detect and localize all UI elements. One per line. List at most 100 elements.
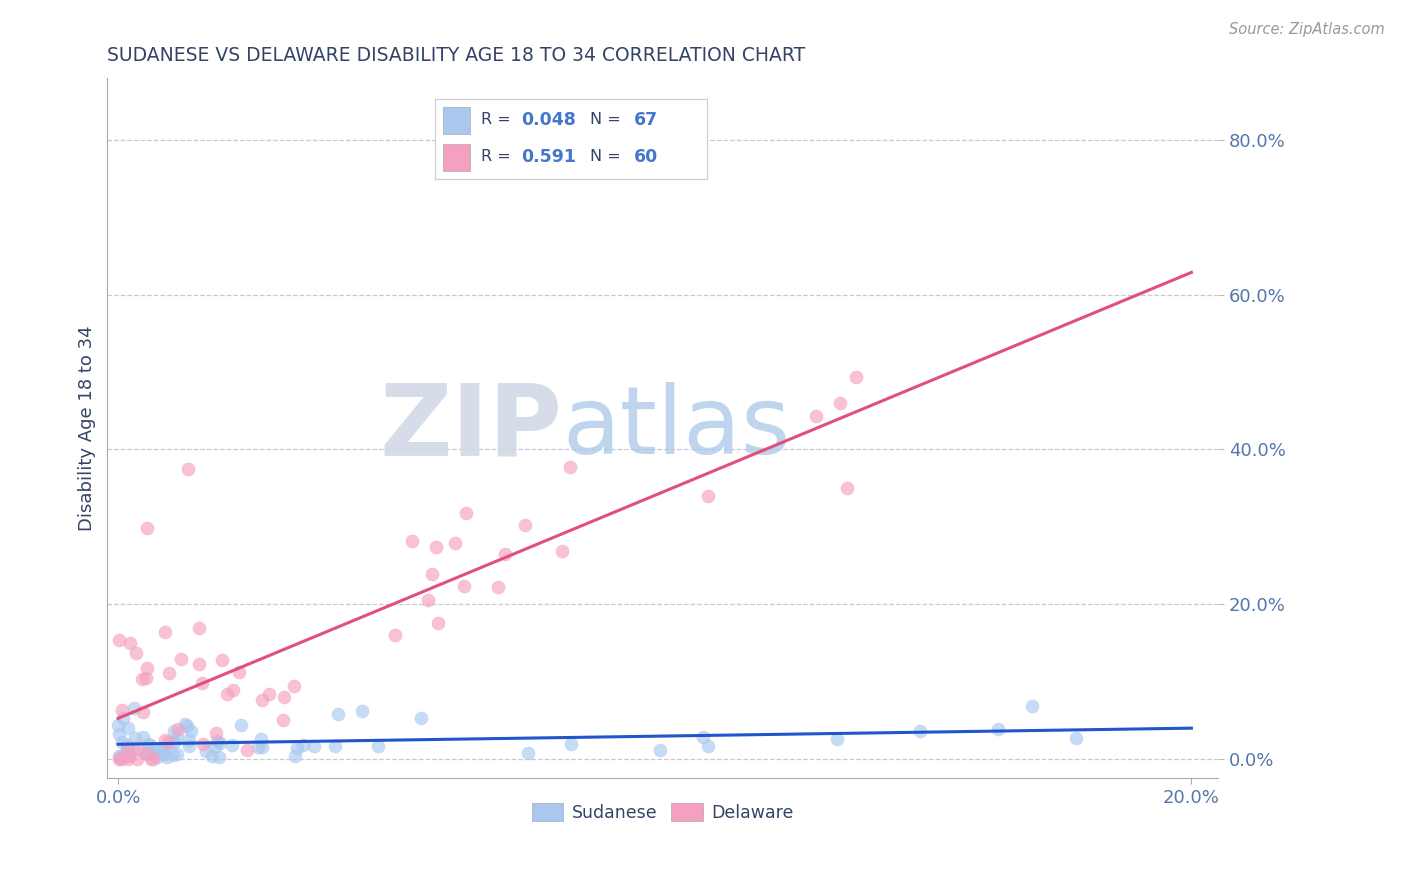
Y-axis label: Disability Age 18 to 34: Disability Age 18 to 34 <box>79 326 96 531</box>
Point <box>108 748 131 763</box>
Point <box>131 672 153 686</box>
Point <box>111 711 134 725</box>
Point <box>384 628 406 642</box>
Point <box>146 745 169 759</box>
Point <box>179 733 201 747</box>
Point <box>157 666 180 681</box>
Point <box>139 738 162 752</box>
Point <box>135 661 157 675</box>
Point <box>304 739 326 753</box>
Point <box>205 726 228 740</box>
Point <box>211 653 233 667</box>
Point <box>516 746 538 760</box>
Point <box>170 652 193 666</box>
Point <box>156 735 179 749</box>
Point <box>204 740 226 755</box>
Point <box>174 717 197 731</box>
Point <box>427 616 450 631</box>
Point <box>115 742 138 756</box>
Point <box>139 752 162 766</box>
Point <box>111 703 134 717</box>
Point <box>486 580 509 594</box>
Point <box>409 711 432 725</box>
Point <box>143 742 166 756</box>
Point <box>515 517 537 532</box>
Point <box>179 739 201 753</box>
Point <box>283 679 305 693</box>
Point <box>162 736 184 750</box>
Point <box>166 729 188 743</box>
Point <box>187 657 209 671</box>
Point <box>162 747 184 762</box>
Point <box>208 736 231 750</box>
Point <box>132 705 155 719</box>
Text: ZIP: ZIP <box>380 380 562 476</box>
Point <box>132 731 155 745</box>
Point <box>1021 699 1043 714</box>
Point <box>195 744 218 758</box>
Point <box>108 752 131 766</box>
Point <box>987 722 1010 736</box>
Point <box>367 739 389 753</box>
Point <box>108 727 131 741</box>
Point <box>326 706 349 721</box>
Point <box>124 701 146 715</box>
Point <box>287 741 309 756</box>
Point <box>127 742 149 756</box>
Point <box>122 741 145 756</box>
Point <box>110 752 132 766</box>
Point <box>246 740 269 755</box>
Point <box>153 747 176 761</box>
Point <box>136 737 159 751</box>
Point <box>908 723 931 738</box>
Point <box>117 752 139 766</box>
Point <box>284 749 307 764</box>
Point <box>650 742 672 756</box>
Point <box>250 740 273 755</box>
Point <box>273 690 295 704</box>
Point <box>221 739 243 753</box>
Point <box>215 687 238 701</box>
Point <box>845 370 868 384</box>
Point <box>117 721 139 735</box>
Point <box>1064 731 1087 745</box>
Point <box>804 409 827 423</box>
Point <box>117 748 139 763</box>
Point <box>425 541 447 555</box>
Point <box>142 752 165 766</box>
Point <box>828 396 851 410</box>
Point <box>825 732 848 747</box>
Point <box>205 734 228 748</box>
Point <box>250 732 273 747</box>
Point <box>696 489 718 503</box>
Point <box>454 506 477 520</box>
Point <box>134 746 156 760</box>
Point <box>125 752 148 766</box>
Point <box>201 749 224 764</box>
Point <box>250 692 273 706</box>
Point <box>152 747 174 762</box>
Point <box>551 544 574 558</box>
Point <box>135 671 157 685</box>
Point <box>125 646 148 660</box>
Legend: Sudanese, Delaware: Sudanese, Delaware <box>524 797 800 829</box>
Point <box>107 717 129 731</box>
Point <box>155 624 177 639</box>
Point <box>135 746 157 760</box>
Point <box>696 739 718 753</box>
Text: SUDANESE VS DELAWARE DISABILITY AGE 18 TO 34 CORRELATION CHART: SUDANESE VS DELAWARE DISABILITY AGE 18 T… <box>107 46 806 65</box>
Point <box>271 714 294 728</box>
Point <box>152 741 174 756</box>
Point <box>115 738 138 752</box>
Point <box>135 521 157 535</box>
Point <box>352 704 374 718</box>
Point <box>163 724 186 739</box>
Point <box>207 749 229 764</box>
Point <box>118 636 141 650</box>
Point <box>420 566 443 581</box>
Point <box>153 733 176 747</box>
Point <box>323 739 346 753</box>
Point <box>166 747 188 762</box>
Point <box>222 683 245 698</box>
Point <box>228 665 250 679</box>
